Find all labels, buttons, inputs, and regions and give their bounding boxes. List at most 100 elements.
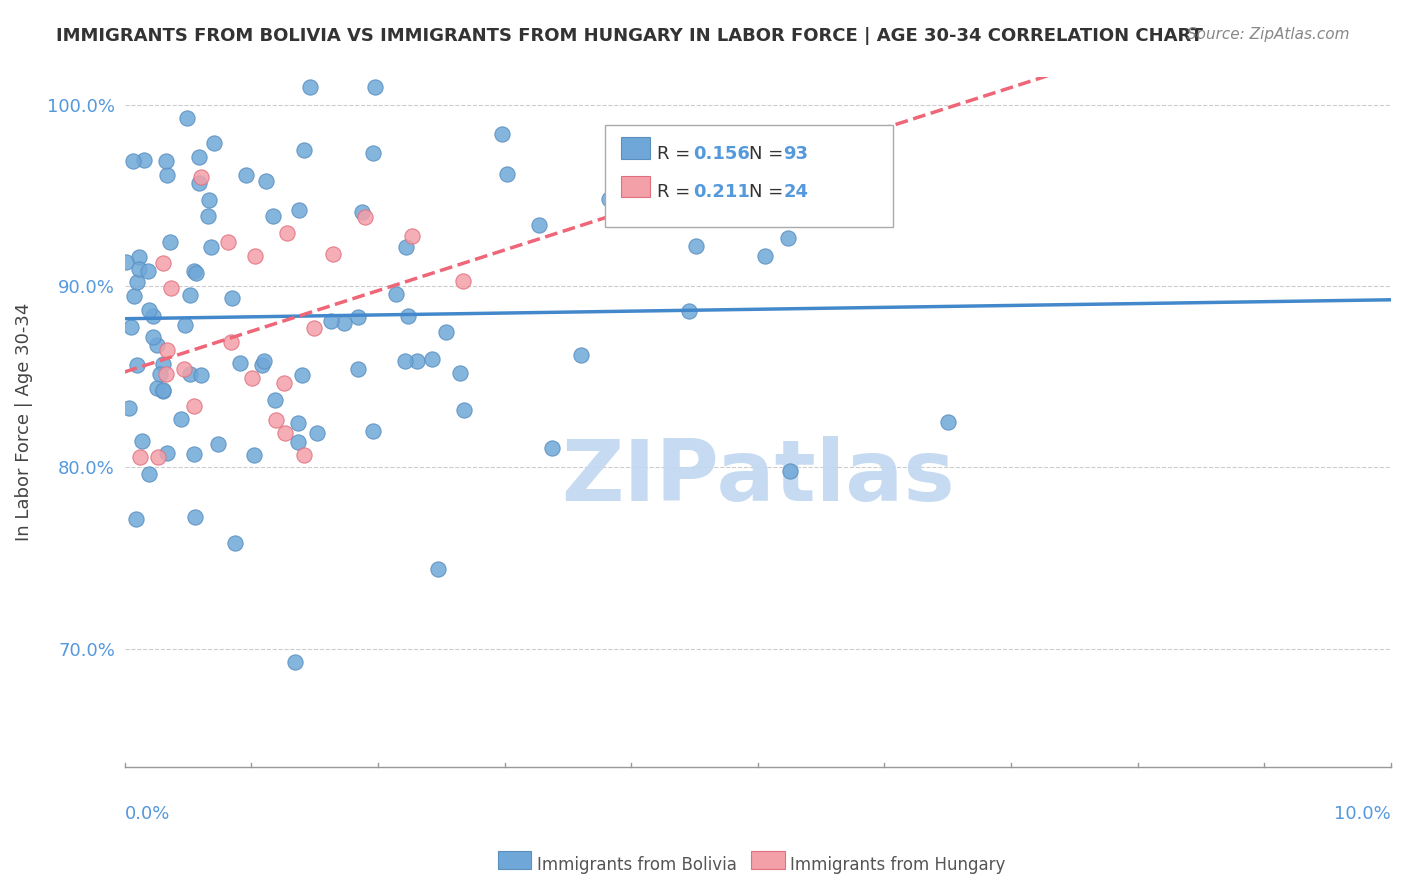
- Point: [350, 204, 373, 219]
- Point: [183, 263, 205, 277]
- Point: [217, 235, 239, 249]
- Point: [170, 412, 193, 426]
- Text: Source: ZipAtlas.com: Source: ZipAtlas.com: [1187, 27, 1350, 42]
- Point: [287, 434, 309, 449]
- Point: [146, 381, 169, 395]
- Point: [207, 437, 229, 451]
- Point: [146, 338, 169, 352]
- Point: [131, 434, 153, 448]
- Point: [253, 354, 276, 368]
- Point: [779, 464, 801, 478]
- Point: [245, 249, 267, 263]
- Point: [254, 174, 277, 188]
- Text: 93: 93: [783, 145, 808, 163]
- Y-axis label: In Labor Force | Age 30-34: In Labor Force | Age 30-34: [15, 302, 32, 541]
- Point: [292, 448, 315, 462]
- Point: [527, 218, 550, 232]
- Point: [395, 240, 418, 254]
- Text: 0.211: 0.211: [693, 183, 749, 201]
- Point: [128, 250, 150, 264]
- Point: [229, 356, 252, 370]
- Point: [146, 450, 169, 464]
- Point: [197, 209, 219, 223]
- Point: [152, 256, 174, 270]
- Point: [183, 447, 205, 461]
- Point: [685, 239, 707, 253]
- Point: [149, 367, 172, 381]
- Text: IMMIGRANTS FROM BOLIVIA VS IMMIGRANTS FROM HUNGARY IN LABOR FORCE | AGE 30-34 CO: IMMIGRANTS FROM BOLIVIA VS IMMIGRANTS FR…: [56, 27, 1204, 45]
- Point: [235, 168, 257, 182]
- Point: [221, 291, 243, 305]
- Text: 24: 24: [783, 183, 808, 201]
- Text: 0.0%: 0.0%: [125, 805, 170, 823]
- Point: [200, 240, 222, 254]
- Text: N =: N =: [749, 183, 789, 201]
- Point: [307, 426, 329, 441]
- Point: [262, 209, 284, 223]
- Point: [138, 467, 160, 482]
- Point: [354, 210, 377, 224]
- Point: [179, 367, 201, 381]
- Point: [125, 512, 148, 526]
- Point: [176, 111, 198, 125]
- Text: Immigrants from Bolivia: Immigrants from Bolivia: [537, 856, 737, 874]
- Point: [152, 357, 174, 371]
- Point: [302, 320, 325, 334]
- Point: [184, 267, 207, 281]
- Point: [156, 343, 179, 358]
- Point: [274, 426, 297, 441]
- Point: [138, 302, 160, 317]
- Point: [127, 275, 149, 289]
- Point: [394, 353, 416, 368]
- Point: [299, 79, 322, 94]
- Text: R =: R =: [657, 183, 696, 201]
- Point: [276, 226, 298, 240]
- Point: [114, 254, 136, 268]
- Point: [142, 329, 165, 343]
- Point: [647, 188, 669, 202]
- Point: [451, 274, 474, 288]
- Text: ZIPatlas: ZIPatlas: [561, 435, 955, 518]
- Point: [122, 289, 145, 303]
- Point: [332, 316, 354, 330]
- Point: [491, 127, 513, 141]
- Point: [346, 362, 368, 376]
- Text: R =: R =: [657, 145, 696, 163]
- Point: [250, 358, 273, 372]
- Point: [142, 309, 165, 323]
- Point: [449, 366, 471, 380]
- Point: [136, 264, 159, 278]
- Point: [219, 335, 242, 350]
- Point: [396, 309, 419, 323]
- Point: [224, 536, 246, 550]
- Point: [288, 203, 311, 218]
- Point: [159, 235, 181, 249]
- Point: [292, 143, 315, 157]
- Point: [155, 153, 177, 168]
- Point: [117, 401, 139, 415]
- Point: [134, 153, 156, 168]
- Point: [405, 354, 427, 368]
- Point: [190, 170, 212, 185]
- Point: [128, 261, 150, 276]
- Point: [152, 384, 174, 398]
- Point: [361, 146, 384, 161]
- Point: [120, 319, 142, 334]
- Point: [598, 192, 620, 206]
- Point: [184, 509, 207, 524]
- Point: [678, 304, 700, 318]
- Point: [273, 376, 295, 390]
- Point: [152, 384, 174, 399]
- Point: [401, 228, 423, 243]
- Text: 0.156: 0.156: [693, 145, 749, 163]
- Point: [291, 368, 314, 382]
- Point: [156, 446, 179, 460]
- Point: [198, 194, 221, 208]
- Point: [173, 318, 195, 333]
- Point: [495, 167, 517, 181]
- Point: [183, 399, 205, 413]
- Point: [427, 562, 450, 576]
- Point: [347, 310, 370, 324]
- Point: [173, 361, 195, 376]
- Point: [936, 415, 959, 429]
